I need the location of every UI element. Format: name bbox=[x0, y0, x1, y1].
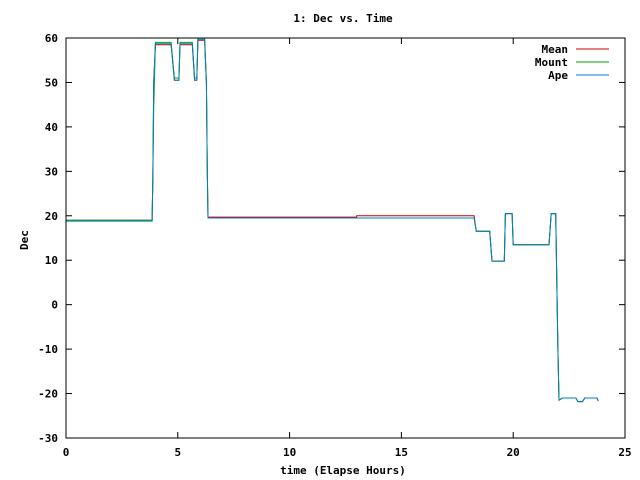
y-tick-label: 40 bbox=[45, 121, 58, 134]
legend-label-mean: Mean bbox=[542, 43, 569, 56]
chart-title: 1: Dec vs. Time bbox=[293, 12, 393, 25]
y-tick-label: 10 bbox=[45, 254, 58, 267]
y-tick-label: 50 bbox=[45, 76, 58, 89]
x-tick-label: 25 bbox=[618, 446, 631, 459]
y-tick-label: 20 bbox=[45, 210, 58, 223]
x-tick-label: 20 bbox=[507, 446, 520, 459]
y-tick-label: -30 bbox=[38, 432, 58, 445]
series-line-mount bbox=[66, 37, 599, 403]
legend-label-ape: Ape bbox=[548, 69, 568, 82]
x-tick-label: 5 bbox=[174, 446, 181, 459]
y-tick-label: -20 bbox=[38, 388, 58, 401]
series-line-ape bbox=[66, 38, 599, 403]
x-tick-label: 0 bbox=[63, 446, 70, 459]
legend-label-mount: Mount bbox=[535, 56, 568, 69]
y-tick-label: 30 bbox=[45, 165, 58, 178]
y-tick-label: 0 bbox=[51, 299, 58, 312]
x-tick-label: 10 bbox=[283, 446, 296, 459]
y-axis: -30 -20 -10 0 10 20 30 40 50 60 bbox=[38, 32, 625, 445]
x-tick-label: 15 bbox=[395, 446, 408, 459]
x-axis: 0 5 10 15 20 25 bbox=[63, 38, 632, 459]
y-tick-label: -10 bbox=[38, 343, 58, 356]
plot-area bbox=[66, 37, 599, 403]
plot-frame bbox=[65, 37, 626, 439]
y-tick-label: 60 bbox=[45, 32, 58, 45]
x-axis-label: time (Elapse Hours) bbox=[280, 464, 406, 477]
y-axis-label: Dec bbox=[18, 230, 31, 250]
